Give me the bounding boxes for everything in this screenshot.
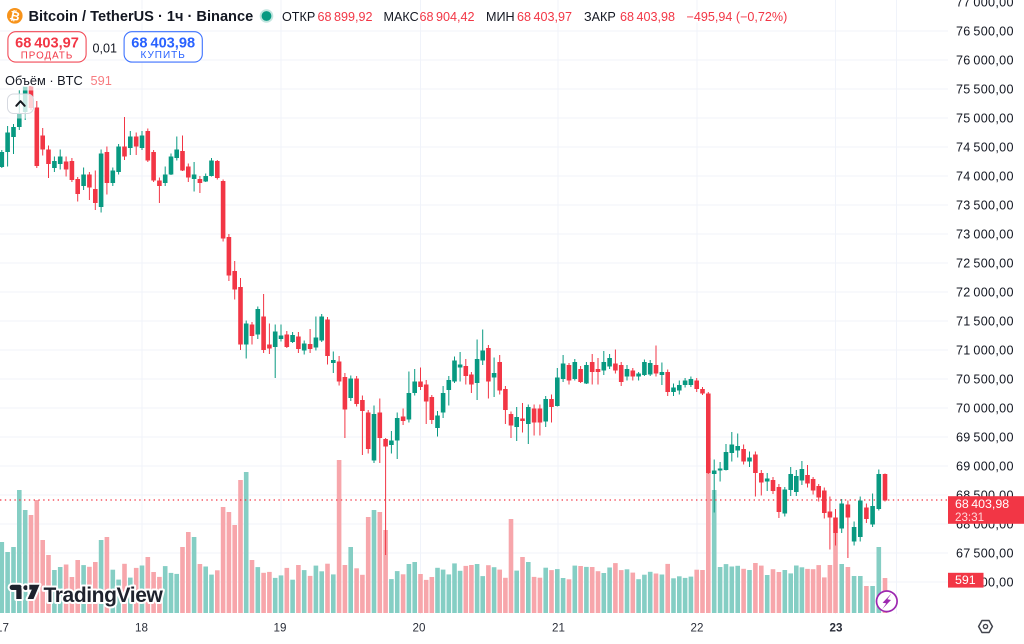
svg-text:23: 23 — [830, 622, 843, 635]
svg-text:77 000,00: 77 000,00 — [956, 0, 1014, 9]
svg-text:TradingView: TradingView — [44, 584, 164, 607]
svg-text:68 403,98: 68 403,98 — [620, 10, 675, 24]
svg-text:22: 22 — [691, 622, 704, 635]
svg-text:Объём · BTC: Объём · BTC — [5, 73, 83, 88]
svg-text:МАКС: МАКС — [384, 10, 419, 24]
svg-text:71 500,00: 71 500,00 — [956, 314, 1014, 328]
svg-text:Bitcoin / TetherUS · 1ч · Bina: Bitcoin / TetherUS · 1ч · Binance — [29, 9, 254, 25]
svg-text:18: 18 — [135, 622, 148, 635]
svg-text:72 000,00: 72 000,00 — [956, 285, 1014, 299]
svg-text:591: 591 — [955, 573, 976, 587]
svg-text:73 000,00: 73 000,00 — [956, 227, 1014, 241]
svg-text:68 403,98: 68 403,98 — [955, 497, 1009, 511]
svg-text:76 500,00: 76 500,00 — [956, 24, 1014, 38]
svg-text:70 000,00: 70 000,00 — [956, 401, 1014, 415]
svg-text:68 899,92: 68 899,92 — [318, 10, 373, 24]
svg-text:73 500,00: 73 500,00 — [956, 198, 1014, 212]
svg-text:67 500,00: 67 500,00 — [956, 546, 1014, 560]
svg-text:ОТКР: ОТКР — [282, 10, 315, 24]
svg-text:ЗАКР: ЗАКР — [584, 10, 616, 24]
svg-text:МИН: МИН — [486, 10, 515, 24]
svg-text:71 000,00: 71 000,00 — [956, 343, 1014, 357]
svg-text:70 500,00: 70 500,00 — [956, 372, 1014, 386]
svg-text:69 000,00: 69 000,00 — [956, 459, 1014, 473]
svg-text:75 500,00: 75 500,00 — [956, 82, 1014, 96]
svg-text:−495,94 (−0,72%): −495,94 (−0,72%) — [687, 10, 788, 24]
svg-text:20: 20 — [413, 622, 426, 635]
svg-text:591: 591 — [91, 73, 112, 88]
svg-text:74 000,00: 74 000,00 — [956, 169, 1014, 183]
svg-text:72 500,00: 72 500,00 — [956, 256, 1014, 270]
svg-text:75 000,00: 75 000,00 — [956, 111, 1014, 125]
svg-text:74 500,00: 74 500,00 — [956, 140, 1014, 154]
svg-text:19: 19 — [274, 622, 287, 635]
svg-text:68 403,98: 68 403,98 — [131, 36, 195, 52]
svg-text:0,01: 0,01 — [93, 41, 118, 55]
svg-text:69 500,00: 69 500,00 — [956, 430, 1014, 444]
svg-text:68 403,97: 68 403,97 — [15, 36, 79, 52]
svg-text:23:31: 23:31 — [955, 511, 984, 524]
svg-text:68 403,97: 68 403,97 — [517, 10, 572, 24]
svg-text:21: 21 — [552, 622, 565, 635]
svg-text:ПРОДАТЬ: ПРОДАТЬ — [21, 51, 74, 62]
svg-text:₿: ₿ — [8, 8, 21, 24]
svg-text:17: 17 — [0, 622, 9, 635]
svg-text:КУПИТЬ: КУПИТЬ — [141, 50, 186, 61]
svg-text:68 904,42: 68 904,42 — [420, 10, 475, 24]
svg-text:76 000,00: 76 000,00 — [956, 53, 1014, 67]
